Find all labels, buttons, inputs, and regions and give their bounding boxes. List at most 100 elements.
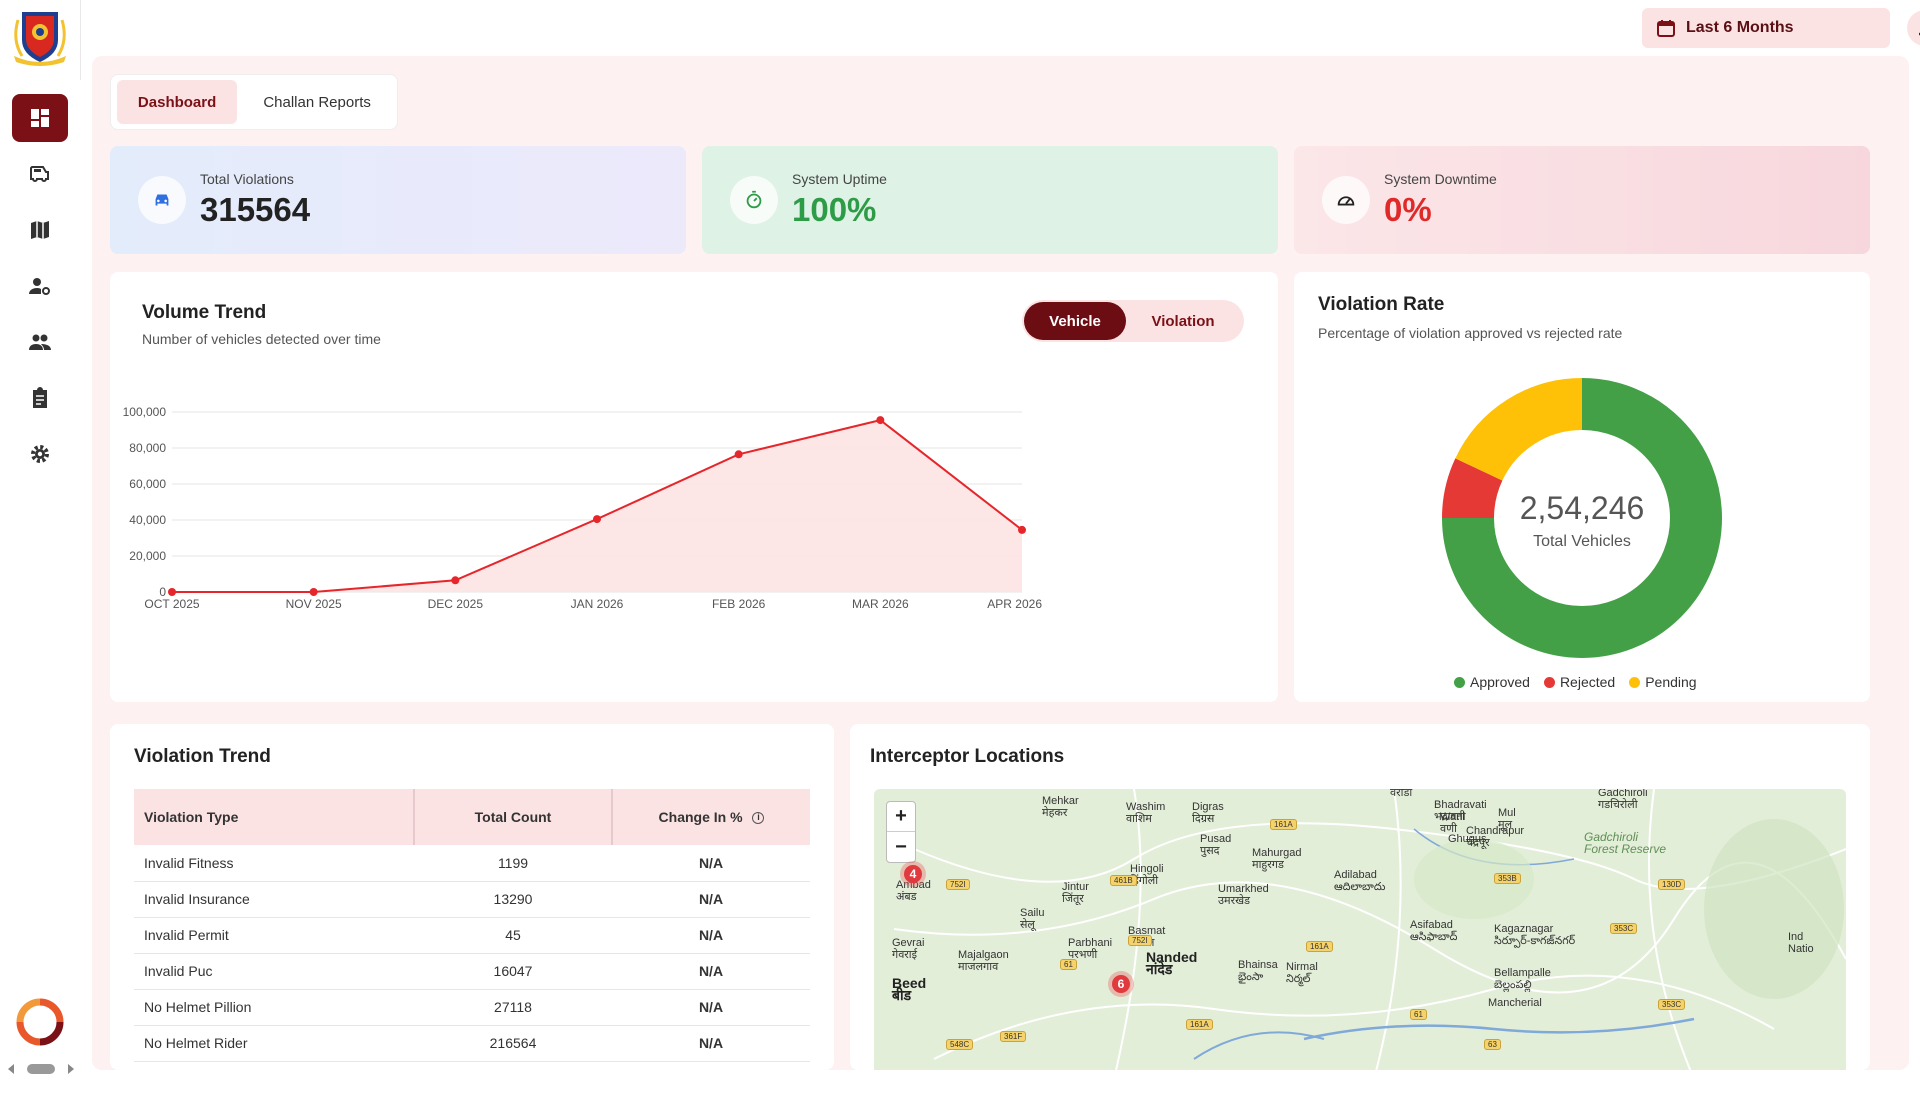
y-tick-label: 20,000	[129, 549, 166, 563]
map-town-label: Bellampalle బెల్లంపల్లి	[1494, 967, 1551, 991]
cell-total-count: 13290	[414, 881, 612, 918]
cell-violation-type: Invalid Insurance	[134, 881, 414, 918]
map-town-label: Umarkhed उमरखेड	[1218, 883, 1269, 907]
interceptor-map[interactable]: + − Mehkar मेहकर Washim वाशिम Digras दिग्र…	[874, 789, 1846, 1070]
map-town-label: Adilabad ఆదిలాబాదు	[1334, 869, 1386, 893]
cell-change-percent: N/A	[612, 1025, 810, 1062]
total-violations-label: Total Violations	[200, 171, 294, 187]
toggle-vehicle[interactable]: Vehicle	[1024, 302, 1126, 340]
top-header: Last 6 Months	[81, 0, 1920, 56]
nav-vehicles[interactable]	[12, 150, 68, 198]
legend-pending[interactable]: Pending	[1629, 674, 1697, 690]
donut-slice-approved[interactable]	[1442, 378, 1722, 658]
map-marker-cluster[interactable]: 4	[900, 861, 926, 887]
x-tick-label: DEC 2025	[428, 597, 484, 611]
download-button[interactable]	[1907, 10, 1920, 46]
tab-challan-reports[interactable]: Challan Reports	[263, 93, 371, 111]
map-town-label: Mahurgad माहुरगड	[1252, 847, 1302, 871]
map-town-label: Chandrapur चंद्रपूर	[1466, 825, 1525, 849]
map-town-label: Digras दिग्रस	[1192, 801, 1224, 825]
volume-trend-chart: 0 20,000 40,000 60,000 80,000 100,000 OCT 2025…	[123, 405, 1043, 611]
table-row[interactable]: Invalid Insurance 13290 N/A	[134, 881, 810, 918]
map-town-label: Parbhani परभणी	[1068, 937, 1113, 961]
total-vehicles-value: 2,54,246	[1519, 490, 1645, 526]
download-icon	[1919, 32, 1920, 36]
data-point[interactable]	[876, 416, 885, 425]
zoom-out-button[interactable]: −	[895, 835, 907, 858]
nav-map[interactable]	[12, 206, 68, 254]
system-uptime-label: System Uptime	[792, 171, 887, 187]
map-town-label: Gadchiroli गडचिरोली	[1598, 789, 1648, 811]
cell-change-percent: N/A	[612, 881, 810, 918]
nav-user-settings[interactable]	[12, 262, 68, 310]
cell-change-percent: N/A	[612, 953, 810, 990]
data-point[interactable]	[451, 576, 460, 585]
map-town-label: Gadchiroli Forest Reserve	[1584, 830, 1667, 856]
map-town-label: Nirmal నిర్మల్	[1286, 961, 1318, 985]
date-range-selector[interactable]: Last 6 Months	[1642, 8, 1890, 48]
date-range-label: Last 6 Months	[1686, 19, 1794, 36]
table-row[interactable]: Invalid Puc 16047 N/A	[134, 953, 810, 990]
col-change-percent[interactable]: Change In % i	[612, 789, 810, 845]
violation-rate-subtitle: Percentage of violation approved vs reje…	[1318, 325, 1623, 341]
map-town-label: Bhadravati भद्रावती	[1434, 799, 1487, 823]
map-town-label: Ind Natio	[1788, 931, 1814, 955]
volume-trend-title: Volume Trend	[142, 302, 267, 323]
area-fill	[172, 420, 1022, 592]
y-tick-label: 100,000	[123, 405, 167, 419]
data-point[interactable]	[1018, 525, 1026, 534]
y-tick-label: 60,000	[129, 477, 166, 491]
table-row[interactable]: No Helmet Rider 216564 N/A	[134, 1025, 810, 1062]
vehicle-violation-toggle: Vehicle Violation	[1022, 300, 1244, 342]
system-downtime-card: System Downtime 0%	[1294, 146, 1870, 254]
col-violation-type[interactable]: Violation Type	[134, 789, 415, 845]
cell-total-count: 16047	[414, 953, 612, 990]
donut-slice-rejected[interactable]	[1442, 458, 1503, 519]
table-row[interactable]: Invalid Permit 45 N/A	[134, 917, 810, 954]
nav-dashboard[interactable]	[12, 94, 68, 142]
interceptor-locations-title: Interceptor Locations	[870, 746, 1065, 767]
map-town-label: Ghugus	[1448, 833, 1487, 845]
map-town-label: Ambad अंबड	[896, 879, 931, 903]
donut-slice-pending[interactable]	[1455, 378, 1583, 482]
nav-reports[interactable]	[12, 374, 68, 422]
legend-approved[interactable]: Approved	[1454, 674, 1530, 690]
clipboard-icon	[33, 387, 47, 408]
map-town-label: Mancherial	[1488, 997, 1542, 1009]
main-content: Dashboard Challan Reports Total Violatio…	[92, 56, 1909, 1070]
col-total-count[interactable]: Total Count	[414, 789, 613, 845]
highway-shield: 461B	[1110, 875, 1137, 886]
map-marker-cluster[interactable]: 6	[1108, 971, 1134, 997]
x-tick-label: APR 2026	[987, 597, 1042, 611]
scroll-thumb[interactable]	[27, 1064, 55, 1074]
info-icon[interactable]: i	[752, 812, 765, 825]
violation-trend-table: Violation Type Total Count Change In % i…	[134, 789, 810, 1062]
table-row[interactable]: No Helmet Pillion 27118 N/A	[134, 989, 810, 1026]
highway-shield: 353B	[1494, 873, 1521, 884]
marker-count: 4	[904, 865, 922, 883]
scroll-right-icon[interactable]	[68, 1064, 74, 1074]
horizontal-scrollbar[interactable]	[8, 1062, 74, 1076]
tab-dashboard[interactable]: Dashboard	[117, 80, 238, 124]
cell-change-percent: N/A	[612, 989, 810, 1026]
legend-rejected[interactable]: Rejected	[1543, 674, 1615, 690]
legend-approved-label: Approved	[1470, 674, 1530, 690]
nav-settings[interactable]	[12, 430, 68, 478]
zoom-in-button[interactable]: +	[887, 802, 915, 832]
data-point[interactable]	[309, 588, 318, 596]
car-icon	[138, 176, 186, 224]
highway-shield: 361F	[1000, 1031, 1027, 1042]
data-point[interactable]	[168, 588, 176, 596]
map-town-label: वरोडा	[1390, 789, 1413, 799]
scroll-left-icon[interactable]	[8, 1064, 14, 1074]
toggle-violation[interactable]: Violation	[1151, 312, 1215, 330]
data-point[interactable]	[734, 450, 743, 459]
marker-count: 6	[1112, 975, 1130, 993]
violation-trend-title: Violation Trend	[134, 746, 271, 767]
nav-users[interactable]	[12, 318, 68, 366]
gear-icon	[31, 445, 49, 463]
map-town-label: Pusad पुसद	[1200, 833, 1232, 857]
system-uptime-value: 100%	[792, 191, 877, 228]
table-row[interactable]: Invalid Fitness 1199 N/A	[134, 845, 810, 882]
data-point[interactable]	[593, 515, 601, 524]
